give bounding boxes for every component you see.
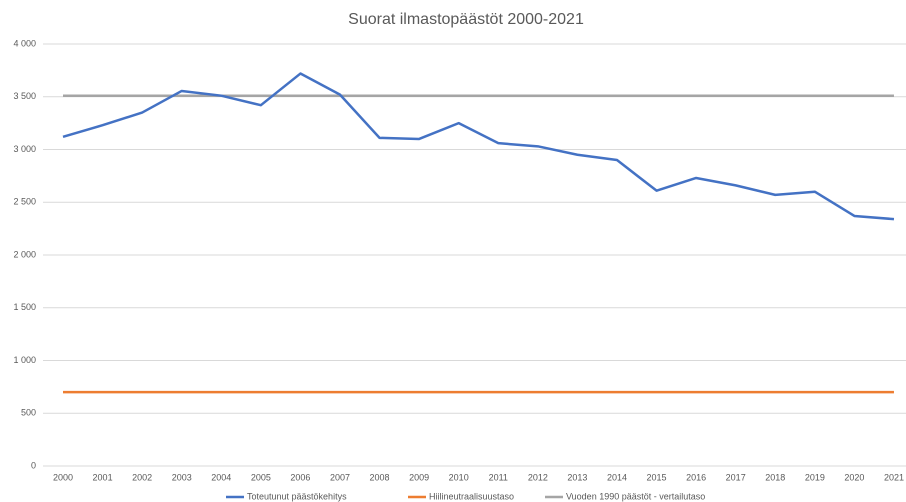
y-tick-label: 2 500	[13, 197, 36, 207]
y-tick-label: 1 500	[13, 302, 36, 312]
line-series	[62, 72, 895, 221]
x-tick-label: 2004	[211, 472, 231, 482]
x-tick-label: 2001	[93, 472, 113, 482]
y-tick-label: 2 000	[13, 249, 36, 259]
x-tick-label: 2012	[528, 472, 548, 482]
x-tick-label: 2020	[844, 472, 864, 482]
x-tick-label: 2016	[686, 472, 706, 482]
y-tick-label: 500	[21, 408, 36, 418]
x-tick-label: 2006	[290, 472, 310, 482]
x-tick-label: 2017	[726, 472, 746, 482]
legend-label: Vuoden 1990 päästöt - vertailutaso	[566, 491, 705, 501]
x-tick-label: 2019	[805, 472, 825, 482]
x-tick-label: 2013	[567, 472, 587, 482]
x-tick-label: 2008	[370, 472, 390, 482]
x-tick-label: 2002	[132, 472, 152, 482]
x-tick-label: 2015	[647, 472, 667, 482]
x-tick-label: 2003	[172, 472, 192, 482]
y-tick-label: 4 000	[13, 38, 36, 48]
y-tick-label: 1 000	[13, 355, 36, 365]
legend-label: Hiilineutraalisuustaso	[429, 491, 514, 501]
legend-label: Toteutunut päästökehitys	[247, 491, 347, 501]
y-tick-label: 3 000	[13, 144, 36, 154]
x-tick-label: 2011	[489, 472, 508, 482]
x-tick-label: 2007	[330, 472, 350, 482]
x-tick-label: 2018	[765, 472, 785, 482]
y-tick-label: 0	[31, 460, 36, 470]
x-tick-label: 2000	[53, 472, 73, 482]
y-tick-label: 3 500	[13, 91, 36, 101]
x-tick-label: 2014	[607, 472, 627, 482]
chart-title: Suorat ilmastopäästöt 2000-2021	[348, 11, 584, 28]
x-tick-label: 2010	[449, 472, 469, 482]
x-tick-label: 2009	[409, 472, 429, 482]
x-tick-label: 2021	[884, 472, 904, 482]
x-tick-label: 2005	[251, 472, 271, 482]
